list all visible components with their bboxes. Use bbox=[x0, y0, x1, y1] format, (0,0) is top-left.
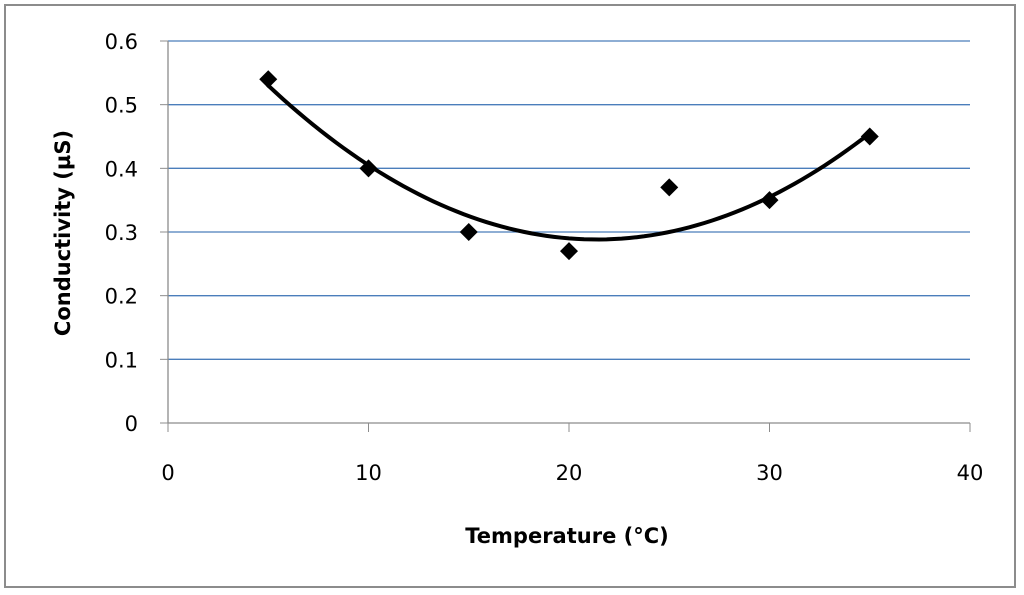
y-tick-label: 0.2 bbox=[105, 285, 138, 309]
x-tick-label: 10 bbox=[355, 461, 382, 485]
y-tick-label: 0.5 bbox=[105, 94, 138, 118]
y-tick-label: 0.4 bbox=[105, 157, 138, 181]
data-point bbox=[660, 178, 679, 197]
trendline bbox=[266, 83, 872, 242]
data-point bbox=[860, 127, 879, 146]
data-point bbox=[359, 159, 378, 178]
data-point bbox=[459, 223, 478, 241]
y-axis-title: Conductivity (µS) bbox=[51, 130, 75, 336]
x-tick-label: 20 bbox=[556, 461, 583, 485]
x-tick-label: 0 bbox=[161, 461, 174, 485]
data-point bbox=[259, 70, 278, 89]
data-point bbox=[560, 242, 578, 261]
axes bbox=[160, 40, 971, 432]
trendline-curve bbox=[266, 83, 872, 242]
x-axis-title: Temperature (°C) bbox=[465, 524, 668, 548]
x-tick-label: 40 bbox=[957, 461, 984, 485]
y-tick-label: 0.1 bbox=[105, 348, 138, 372]
x-tick-labels: 0 10 20 30 40 bbox=[161, 461, 983, 485]
y-tick-label: 0 bbox=[125, 412, 138, 436]
x-tick-label: 30 bbox=[756, 461, 783, 485]
data-point bbox=[760, 191, 779, 210]
data-points bbox=[259, 70, 879, 261]
y-tick-labels: 0 0.1 0.2 0.3 0.4 0.5 0.6 bbox=[105, 30, 138, 436]
y-tick-label: 0.3 bbox=[105, 221, 138, 245]
y-tick-label: 0.6 bbox=[105, 30, 138, 54]
gridlines bbox=[168, 40, 970, 360]
